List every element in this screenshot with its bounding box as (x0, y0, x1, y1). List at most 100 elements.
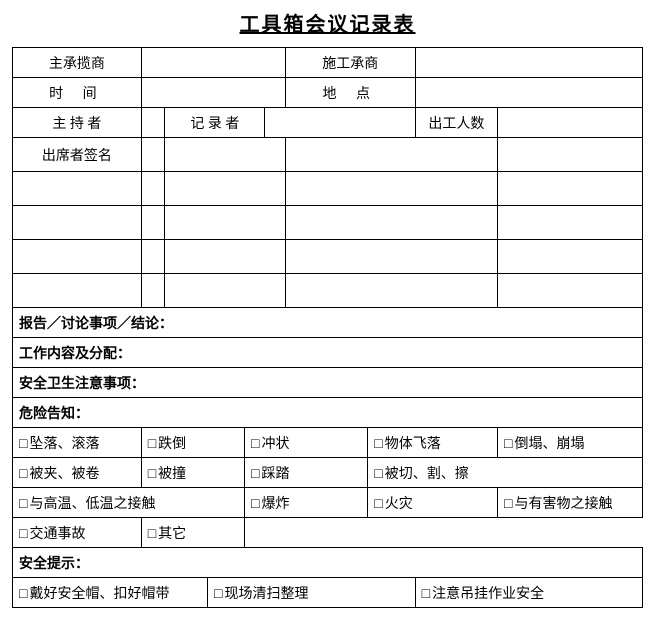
sig-cell-4[interactable] (498, 138, 643, 172)
sig-row3-5[interactable] (498, 206, 643, 240)
field-host[interactable] (141, 108, 165, 138)
hazard-struck-label: 被撞 (158, 467, 186, 482)
hazard-other[interactable]: 其它 (141, 518, 244, 548)
checkbox-icon (148, 467, 158, 482)
label-attendance: 出工人数 (415, 108, 497, 138)
sig-cell-3[interactable] (285, 138, 497, 172)
field-recorder[interactable] (265, 108, 415, 138)
checkbox-icon (504, 437, 514, 452)
field-place[interactable] (415, 78, 642, 108)
checkbox-icon (19, 497, 29, 512)
sig-row3-4[interactable] (285, 206, 497, 240)
sig-row3-3[interactable] (165, 206, 286, 240)
label-sub-contractor: 施工承商 (285, 48, 415, 78)
sig-row4-1[interactable] (13, 240, 142, 274)
tip-hoisting[interactable]: 注意吊挂作业安全 (415, 578, 642, 608)
checkbox-icon (19, 587, 29, 602)
tip-helmet-label: 戴好安全帽、扣好帽带 (29, 587, 169, 602)
label-main-contractor: 主承揽商 (13, 48, 142, 78)
hazard-trip-label: 跌倒 (158, 437, 186, 452)
field-sub-contractor[interactable] (415, 48, 642, 78)
hazard-collapse-label: 倒塌、崩塌 (514, 437, 584, 452)
sig-row4-5[interactable] (498, 240, 643, 274)
checkbox-icon (504, 497, 514, 512)
checkbox-icon (148, 527, 158, 542)
checkbox-icon (214, 587, 224, 602)
checkbox-icon (422, 587, 432, 602)
sig-row5-5[interactable] (498, 274, 643, 308)
hazard-collapse[interactable]: 倒塌、崩塌 (498, 428, 643, 458)
checkbox-icon (374, 467, 384, 482)
checkbox-icon (374, 497, 384, 512)
sig-row2-2[interactable] (141, 172, 165, 206)
hazard-falling-object[interactable]: 物体飞落 (368, 428, 498, 458)
hazard-impact[interactable]: 冲状 (245, 428, 368, 458)
sig-row4-4[interactable] (285, 240, 497, 274)
hazard-pinch[interactable]: 被夹、被卷 (13, 458, 142, 488)
hazard-trip[interactable]: 跌倒 (141, 428, 244, 458)
section-report: 报告／讨论事项／结论： (13, 308, 643, 338)
hazard-harmful-label: 与有害物之接触 (514, 497, 612, 512)
sig-row2-1[interactable] (13, 172, 142, 206)
checkbox-icon (19, 437, 29, 452)
hazard-cut[interactable]: 被切、割、擦 (368, 458, 643, 488)
hazard-pinch-label: 被夹、被卷 (29, 467, 99, 482)
hazard-explosion-label: 爆炸 (261, 497, 289, 512)
checkbox-icon (19, 467, 29, 482)
checkbox-icon (251, 497, 261, 512)
meeting-record-table: 主承揽商 施工承商 时 间 地 点 主 持 者 记 录 者 出工人数 出席者签名 (12, 47, 643, 608)
hazard-harmful[interactable]: 与有害物之接触 (498, 488, 643, 518)
sig-row3-2[interactable] (141, 206, 165, 240)
checkbox-icon (251, 437, 261, 452)
section-work: 工作内容及分配： (13, 338, 643, 368)
label-host: 主 持 者 (13, 108, 142, 138)
field-main-contractor[interactable] (141, 48, 285, 78)
checkbox-icon (19, 527, 29, 542)
label-signatures: 出席者签名 (13, 138, 142, 172)
hazard-trample[interactable]: 踩踏 (245, 458, 368, 488)
hazard-fire[interactable]: 火灾 (368, 488, 498, 518)
sig-row3-1[interactable] (13, 206, 142, 240)
checkbox-icon (148, 437, 158, 452)
sig-row5-1[interactable] (13, 274, 142, 308)
hazard-fall[interactable]: 坠落、滚落 (13, 428, 142, 458)
sig-cell-2[interactable] (165, 138, 286, 172)
sig-row2-4[interactable] (285, 172, 497, 206)
form-title: 工具箱会议记录表 (12, 8, 643, 37)
sig-row4-3[interactable] (165, 240, 286, 274)
sig-row5-2[interactable] (141, 274, 165, 308)
hazard-blank (245, 518, 643, 548)
hazard-trample-label: 踩踏 (261, 467, 289, 482)
hazard-falling-object-label: 物体飞落 (385, 437, 441, 452)
field-attendance[interactable] (498, 108, 643, 138)
hazard-temperature[interactable]: 与高温、低温之接触 (13, 488, 245, 518)
tip-helmet[interactable]: 戴好安全帽、扣好帽带 (13, 578, 208, 608)
hazard-fire-label: 火灾 (385, 497, 413, 512)
hazard-other-label: 其它 (158, 527, 186, 542)
sig-row2-3[interactable] (165, 172, 286, 206)
sig-row5-3[interactable] (165, 274, 286, 308)
field-time[interactable] (141, 78, 285, 108)
sig-row4-2[interactable] (141, 240, 165, 274)
hazard-explosion[interactable]: 爆炸 (245, 488, 368, 518)
hazard-temperature-label: 与高温、低温之接触 (29, 497, 155, 512)
checkbox-icon (251, 467, 261, 482)
label-time: 时 间 (13, 78, 142, 108)
hazard-cut-label: 被切、割、擦 (385, 467, 469, 482)
sig-cell-1[interactable] (141, 138, 165, 172)
sig-row5-4[interactable] (285, 274, 497, 308)
hazard-traffic[interactable]: 交通事故 (13, 518, 142, 548)
tip-hoisting-label: 注意吊挂作业安全 (432, 587, 544, 602)
section-safety: 安全卫生注意事项： (13, 368, 643, 398)
hazard-struck[interactable]: 被撞 (141, 458, 244, 488)
tip-cleanup-label: 现场清扫整理 (224, 587, 308, 602)
hazard-fall-label: 坠落、滚落 (29, 437, 99, 452)
sig-row2-5[interactable] (498, 172, 643, 206)
hazard-impact-label: 冲状 (261, 437, 289, 452)
tip-cleanup[interactable]: 现场清扫整理 (208, 578, 416, 608)
section-hazard: 危险告知： (13, 398, 643, 428)
hazard-traffic-label: 交通事故 (29, 527, 85, 542)
label-recorder: 记 录 者 (165, 108, 265, 138)
checkbox-icon (374, 437, 384, 452)
label-place: 地 点 (285, 78, 415, 108)
